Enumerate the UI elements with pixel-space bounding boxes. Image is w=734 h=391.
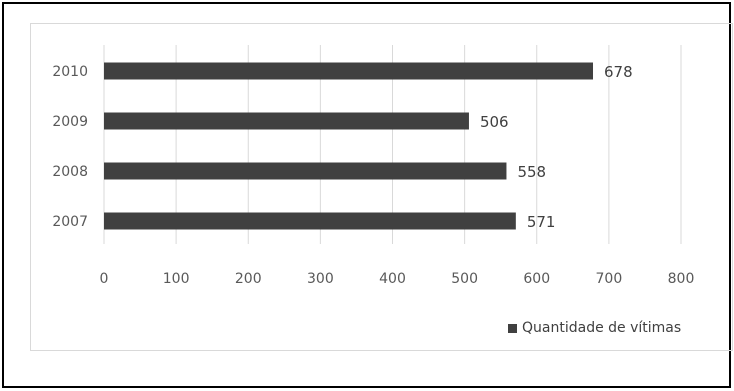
y-category-label: 2007	[52, 214, 88, 230]
data-label: 506	[480, 113, 509, 131]
x-tick-label: 700	[596, 271, 623, 287]
bar	[104, 62, 594, 80]
x-tick-label: 800	[668, 271, 695, 287]
bar	[104, 112, 469, 130]
x-tick-label: 200	[235, 271, 262, 287]
x-tick-label: 100	[163, 271, 190, 287]
x-tick-label: 300	[307, 271, 334, 287]
bar	[104, 212, 516, 230]
data-label: 571	[527, 213, 556, 231]
data-label: 678	[604, 63, 633, 81]
legend-swatch	[508, 323, 517, 333]
x-tick-label: 400	[379, 271, 406, 287]
legend: Quantidade de vítimas	[508, 320, 681, 336]
x-tick-label: 500	[451, 271, 478, 287]
y-category-label: 2010	[52, 64, 88, 80]
x-tick-label: 600	[523, 271, 550, 287]
data-label: 558	[517, 163, 546, 181]
chart-area	[30, 23, 733, 351]
x-tick-label: 0	[100, 271, 109, 287]
legend-label: Quantidade de vítimas	[522, 320, 682, 336]
y-category-label: 2009	[52, 114, 88, 130]
y-category-label: 2008	[52, 164, 88, 180]
bar	[104, 162, 507, 180]
